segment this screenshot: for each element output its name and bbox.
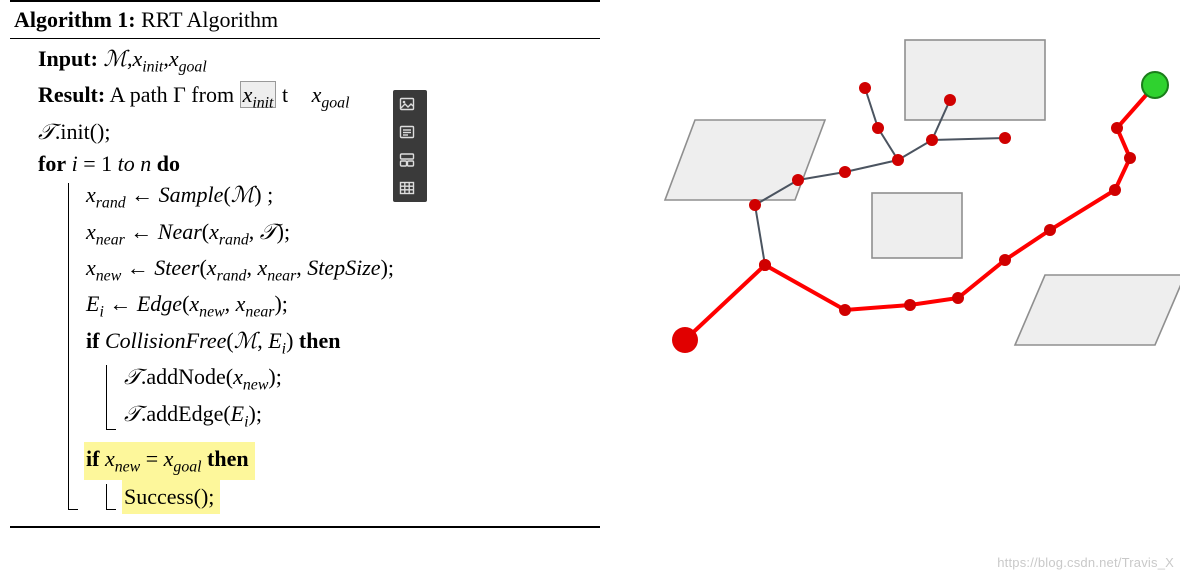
for-body: xrand ← Sample(ℳ) ; xnear ← Near(xrand, … — [68, 179, 600, 514]
result-xgoal: x — [312, 82, 322, 107]
watermark: https://blog.csdn.net/Travis_X — [997, 555, 1174, 570]
do-kw: do — [157, 151, 180, 176]
if2-rule — [106, 484, 107, 510]
if2-body: Success(); — [106, 480, 600, 514]
algorithm-title: Algorithm 1: RRT Algorithm — [10, 2, 600, 38]
input-M: ℳ — [103, 46, 127, 71]
floating-toolbar — [393, 90, 427, 202]
if1-body: 𝒯.addNode(xnew); 𝒯.addEdge(Ei); — [106, 361, 600, 434]
success-text: Success(); — [122, 480, 220, 514]
if2-kw: if — [86, 446, 99, 471]
algo-number: Algorithm 1: — [14, 7, 136, 32]
class-icon[interactable] — [396, 149, 418, 171]
image-icon[interactable] — [396, 93, 418, 115]
if1-rule — [106, 365, 107, 430]
for-rule — [68, 183, 69, 510]
line-xrand: xrand ← Sample(ℳ) ; — [86, 179, 600, 215]
for-rule-foot — [68, 509, 78, 510]
then-kw-2: then — [207, 446, 249, 471]
rule-bottom — [10, 526, 600, 528]
line-addnode: 𝒯.addNode(xnew); — [124, 361, 600, 397]
line-addedge: 𝒯.addEdge(Ei); — [124, 398, 600, 434]
if1-kw: if — [86, 328, 99, 353]
if1-rule-foot — [106, 429, 116, 430]
for-kw: for — [38, 151, 66, 176]
result-t: t — [282, 82, 288, 107]
grid-icon[interactable] — [396, 177, 418, 199]
rrt-svg — [610, 0, 1180, 576]
line-xnear: xnear ← Near(xrand, 𝒯); — [86, 216, 600, 252]
result-text: A path Γ from — [110, 82, 240, 107]
line-input: Input: ℳ,xinit,xgoal — [38, 43, 600, 79]
input-label: Input: — [38, 46, 98, 71]
line-success: Success(); — [124, 480, 600, 514]
spacer — [86, 434, 600, 442]
line-result: Result: A path Γ from xinit t xgoal — [38, 79, 600, 115]
rrt-diagram: https://blog.csdn.net/Travis_X — [610, 0, 1180, 576]
paragraph-icon[interactable] — [396, 121, 418, 143]
line-for: for i = 1 to n do — [38, 148, 600, 180]
result-boxed-xinit: xinit — [240, 81, 277, 108]
line-edge: Ei ← Edge(xnew, xnear); — [86, 288, 600, 324]
result-label: Result: — [38, 82, 105, 107]
line-if1: if CollisionFree(ℳ, Ei) then — [86, 325, 600, 361]
algorithm-body: Input: ℳ,xinit,xgoal Result: A path Γ fr… — [10, 39, 600, 520]
algo-name: RRT Algorithm — [141, 7, 278, 32]
algorithm-block: Algorithm 1: RRT Algorithm Input: ℳ,xini… — [0, 0, 610, 576]
line-xnew: xnew ← Steer(xrand, xnear, StepSize); — [86, 252, 600, 288]
line-tinit: 𝒯.init(); — [38, 116, 600, 148]
line-if2: if xnew = xgoal then — [86, 442, 600, 480]
then-kw-1: then — [299, 328, 341, 353]
if2-rule-foot — [106, 509, 116, 510]
